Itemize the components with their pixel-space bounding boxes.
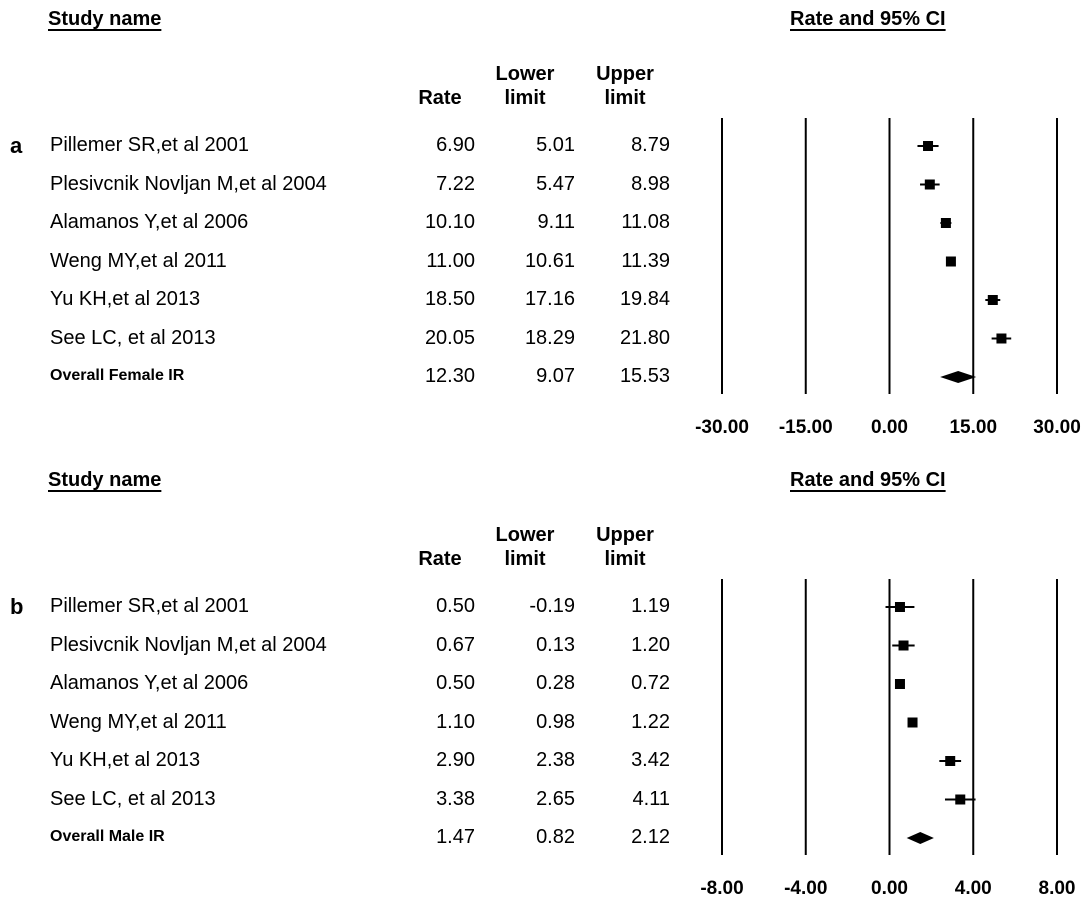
x-tick-label: 0.00 [871, 878, 908, 899]
study-name-header: Study name [48, 469, 162, 491]
upper-value: 8.79 [631, 134, 670, 156]
upper-value: 1.22 [631, 710, 670, 733]
lower-value: 9.11 [537, 211, 575, 233]
point-estimate-marker [945, 756, 956, 766]
rate-value: 1.10 [436, 710, 475, 733]
lower-value: 0.13 [536, 633, 575, 656]
upper-value: 0.72 [631, 672, 670, 694]
forest-plot-area: -8.00 -4.00 0.00 4.00 8.00 [700, 579, 1076, 899]
lower-value: 17.16 [524, 288, 575, 310]
rate-value: 0.67 [436, 633, 475, 656]
rate-column-header: Rate [418, 548, 462, 570]
overall-diamond [940, 371, 977, 383]
study-name: See LC, et al 2013 [50, 787, 216, 810]
lower-value: 0.82 [536, 826, 575, 848]
rate-value: 10.10 [424, 211, 475, 233]
study-name: Weng MY,et al 2011 [50, 249, 227, 272]
point-estimate-marker [894, 602, 905, 612]
rate-value: 6.90 [436, 134, 475, 156]
x-tick-label: 30.00 [1033, 417, 1081, 438]
point-estimate-marker [923, 141, 934, 151]
x-tick-label: 0.00 [871, 417, 908, 438]
x-tick-label: -4.00 [784, 878, 827, 899]
study-name: Weng MY,et al 2011 [50, 710, 227, 733]
upper-value: 2.12 [631, 826, 670, 848]
lower-value: 10.61 [524, 249, 575, 272]
upper-value: 8.98 [631, 172, 670, 195]
overall-label: Overall Male IR [50, 828, 165, 845]
x-tick-label: -30.00 [695, 417, 749, 438]
x-tick-label: -8.00 [700, 878, 743, 899]
lower-value: 0.28 [536, 672, 575, 694]
rate-value: 0.50 [436, 595, 475, 617]
point-estimate-marker [907, 717, 918, 728]
upper-value: 1.19 [631, 595, 670, 617]
panel-label: a [10, 133, 23, 158]
study-name: Alamanos Y,et al 2006 [50, 211, 249, 233]
x-tick-label: 8.00 [1039, 878, 1076, 899]
upper-value: 11.39 [621, 249, 670, 272]
point-estimate-marker [987, 295, 998, 305]
lower-value: 2.65 [536, 787, 575, 810]
upper-value: 21.80 [619, 326, 670, 349]
forest-plot-male: Study name Rate and 95% CI Rate Lower li… [0, 461, 1090, 922]
rate-value: 0.50 [436, 672, 475, 694]
lower-value: 2.38 [536, 749, 575, 771]
study-name: Alamanos Y,et al 2006 [50, 672, 249, 694]
lower-value: 5.01 [536, 134, 575, 156]
plot-header: Rate and 95% CI [790, 469, 946, 491]
rate-value: 20.05 [424, 326, 475, 349]
lower-value: 5.47 [536, 172, 575, 195]
point-estimate-marker [945, 256, 956, 267]
x-tick-label: -15.00 [779, 417, 833, 438]
study-name: Yu KH,et al 2013 [50, 288, 201, 310]
point-estimate-marker [996, 333, 1007, 344]
upper-value: 1.20 [631, 633, 670, 656]
rate-column-header: Rate [418, 87, 462, 109]
upper-limit-column-header: Upper limit [596, 524, 654, 570]
rate-value: 1.47 [436, 826, 475, 848]
lower-limit-column-header: Lower limit [495, 63, 555, 109]
point-estimate-marker [955, 794, 966, 805]
rate-value: 18.50 [424, 288, 475, 310]
rate-value: 11.00 [426, 249, 475, 272]
point-estimate-marker [924, 179, 935, 190]
forest-plot-female: Study name Rate and 95% CI Rate Lower li… [10, 8, 1081, 438]
upper-value: 15.53 [619, 365, 670, 387]
x-tick-label: 15.00 [949, 417, 997, 438]
study-name: Yu KH,et al 2013 [50, 749, 201, 771]
rate-value: 3.38 [436, 787, 475, 810]
point-estimate-marker [940, 218, 951, 228]
study-name-header: Study name [48, 8, 162, 30]
panel-label: b [10, 594, 24, 619]
lower-value: 18.29 [524, 326, 575, 349]
lower-value: -0.19 [529, 595, 575, 617]
study-name: Plesivcnik Novljan M,et al 2004 [50, 633, 327, 656]
overall-label: Overall Female IR [50, 367, 185, 384]
forest-plot-area: -30.00 -15.00 0.00 15.00 30.00 [695, 118, 1081, 438]
rate-value: 2.90 [436, 749, 475, 771]
upper-value: 3.42 [631, 749, 670, 771]
rate-value: 12.30 [424, 365, 475, 387]
upper-limit-column-header: Upper limit [596, 63, 654, 109]
rate-value: 7.22 [436, 172, 475, 195]
point-estimate-marker [894, 679, 905, 689]
study-name: Pillemer SR,et al 2001 [50, 134, 249, 156]
upper-value: 11.08 [621, 211, 670, 233]
lower-value: 0.98 [536, 710, 575, 733]
overall-diamond [906, 832, 934, 844]
upper-value: 4.11 [632, 787, 670, 810]
lower-limit-column-header: Lower limit [495, 524, 555, 570]
study-name: See LC, et al 2013 [50, 326, 216, 349]
study-name: Pillemer SR,et al 2001 [50, 595, 249, 617]
lower-value: 9.07 [536, 365, 575, 387]
plot-header: Rate and 95% CI [790, 8, 946, 30]
point-estimate-marker [898, 640, 909, 651]
study-name: Plesivcnik Novljan M,et al 2004 [50, 172, 327, 195]
upper-value: 19.84 [619, 288, 670, 310]
x-tick-label: 4.00 [955, 878, 992, 899]
